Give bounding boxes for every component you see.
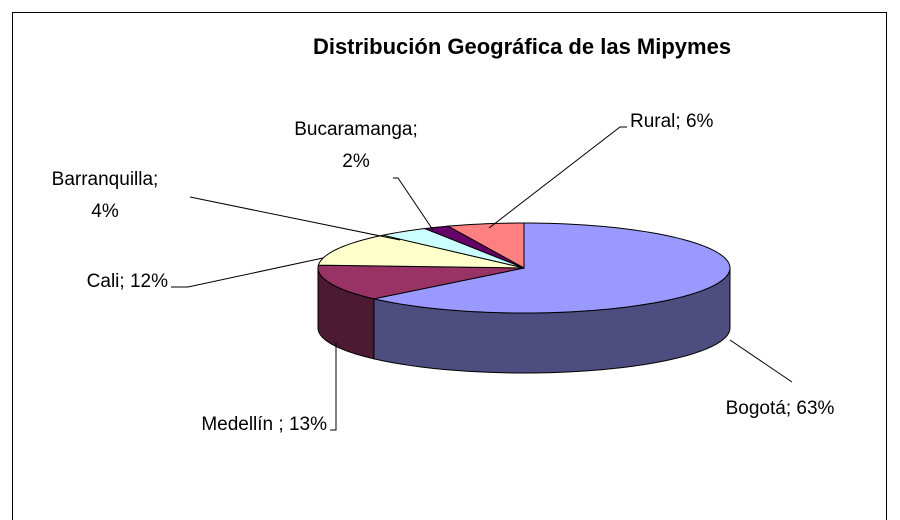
data-label: Bucaramanga; 2%	[294, 119, 418, 172]
slice	[317, 264, 525, 300]
leader-line	[171, 257, 324, 288]
slice	[317, 234, 525, 269]
data-label: Medellín ; 13%	[201, 414, 327, 435]
leader-line	[393, 177, 434, 231]
leader-line	[189, 196, 401, 241]
data-label: Barranquilla; 4%	[52, 169, 159, 222]
slice	[446, 222, 525, 269]
data-label: Bogotá; 63%	[726, 398, 835, 419]
leader-line	[729, 339, 793, 383]
slice	[382, 228, 525, 269]
leader-line	[330, 342, 337, 431]
slices	[317, 222, 731, 314]
chart-title: Distribución Geográfica de las Mipymes	[313, 34, 731, 59]
data-label: Rural; 6%	[630, 111, 714, 132]
data-label: Cali; 12%	[87, 271, 168, 292]
slice	[373, 222, 731, 314]
leader-line	[488, 126, 627, 229]
